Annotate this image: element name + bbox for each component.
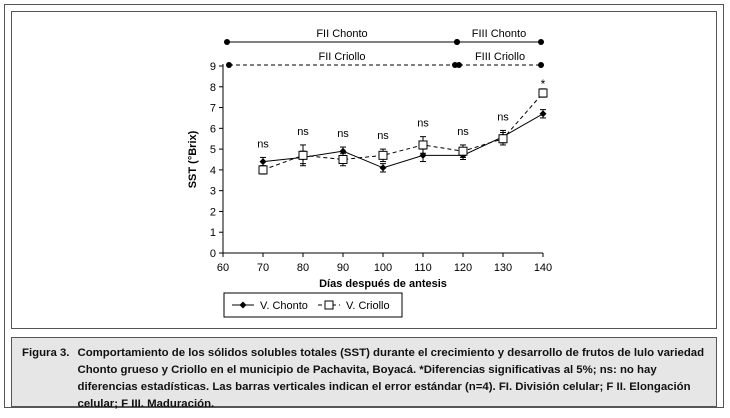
legend-label: V. Criollo (346, 300, 390, 312)
y-tick-label: 7 (210, 103, 216, 115)
y-tick-label: 4 (210, 165, 216, 177)
data-point (379, 164, 387, 172)
x-axis-label: Días después de antesis (319, 278, 447, 290)
phase-dot (538, 39, 544, 45)
data-point (498, 134, 508, 144)
caption-text: Comportamiento de los sólidos solubles t… (77, 347, 705, 410)
y-tick-label: 8 (210, 82, 216, 94)
significance-label: ns (457, 126, 469, 138)
legend-marker (239, 301, 247, 309)
significance-label: ns (297, 126, 309, 138)
x-tick-label: 100 (374, 262, 392, 274)
legend-label: V. Chonto (260, 300, 308, 312)
y-tick-label: 5 (210, 144, 216, 156)
data-point (418, 140, 428, 150)
chart-panel: 60 70 80 90 100 110 120 130 140 0 1 2 3 4 5 6 7 8 9 Días de… (11, 11, 717, 329)
x-tick-label: 140 (534, 262, 552, 274)
phase-dot (226, 62, 232, 68)
y-tick-label: 2 (210, 206, 216, 218)
figure-caption: Figura 3. Comportamiento de los sólidos … (11, 337, 717, 410)
caption-label: Figura 3. (22, 347, 70, 359)
data-point (338, 155, 348, 164)
y-tick-label: 1 (210, 227, 216, 239)
x-tick-label: 80 (297, 262, 309, 274)
phase-dot (454, 39, 460, 45)
phase-label: FII Criollo (318, 51, 365, 63)
y-tick-label: 6 (210, 123, 216, 135)
data-point (458, 146, 468, 156)
data-point (298, 150, 308, 160)
phase-label: FII Chonto (316, 28, 367, 40)
series-line (262, 92, 544, 171)
chart-svg: 60 70 80 90 100 110 120 130 140 0 1 2 3 4 5 6 7 8 9 Días de… (187, 28, 552, 318)
phase-dot (224, 39, 230, 45)
x-tick-label: 60 (217, 262, 229, 274)
y-tick-label: 3 (210, 186, 216, 198)
x-tick-label: 90 (337, 262, 349, 274)
x-tick-label: 120 (454, 262, 472, 274)
figure-frame: 60 70 80 90 100 110 120 130 140 0 1 2 3 4 5 6 7 8 9 Días de… (4, 4, 724, 410)
significance-label: ns (257, 138, 269, 150)
y-axis-label: SST (°Brix) (187, 130, 199, 188)
phase-label: FIII Chonto (472, 28, 526, 40)
data-point (259, 158, 267, 166)
y-tick-label: 0 (210, 248, 216, 260)
phase-label: FIII Criollo (475, 51, 525, 63)
data-point (378, 150, 388, 160)
phase-dot (538, 62, 544, 68)
data-point (538, 88, 548, 98)
phase-dot (456, 62, 462, 68)
significance-label: ns (337, 128, 349, 140)
data-point (258, 165, 268, 175)
significance-label: * (541, 77, 546, 91)
x-tick-label: 70 (257, 262, 269, 274)
y-tick-label: 9 (210, 61, 216, 73)
x-tick-label: 130 (494, 262, 512, 274)
legend-marker (324, 300, 334, 310)
significance-label: ns (417, 118, 429, 130)
x-tick-label: 110 (414, 262, 432, 274)
significance-label: ns (377, 130, 389, 142)
significance-label: ns (497, 111, 509, 123)
data-point (539, 110, 547, 118)
